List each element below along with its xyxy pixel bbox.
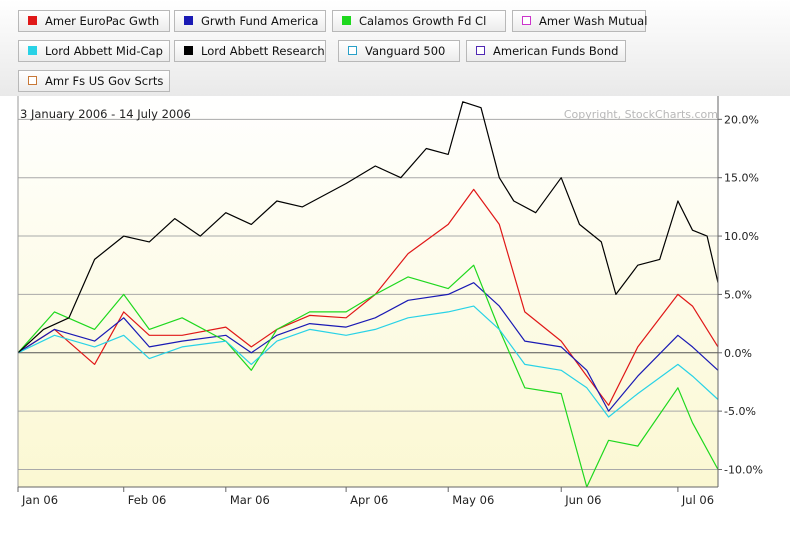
legend-swatch bbox=[28, 46, 37, 55]
legend-label: Amr Fs US Gov Scrts bbox=[45, 74, 164, 88]
y-tick-label: 15.0% bbox=[724, 172, 759, 185]
copyright: Copyright, StockCharts.com bbox=[564, 108, 718, 121]
legend-item[interactable]: Vanguard 500 bbox=[338, 40, 460, 62]
series-line-lord-abbett-research bbox=[17, 101, 719, 354]
x-tick-label: Mar 06 bbox=[230, 493, 270, 507]
legend-item[interactable]: Amer EuroPac Gwth bbox=[18, 10, 170, 32]
legend-label: Lord Abbett Research bbox=[201, 44, 325, 58]
legend-swatch bbox=[28, 76, 37, 85]
x-tick-label: Jul 06 bbox=[681, 493, 714, 507]
legend-label: Amer EuroPac Gwth bbox=[45, 14, 160, 28]
x-tick-label: Feb 06 bbox=[128, 493, 167, 507]
x-axis: Jan 06 Feb 06 Mar 06 Apr 06 May 06 Jun 06 Jul … bbox=[17, 487, 714, 507]
legend-swatch bbox=[476, 46, 485, 55]
x-tick-label: Jun 06 bbox=[564, 493, 601, 507]
series-line-amer-europac-gwth bbox=[17, 188, 719, 406]
series-line-lord-abbett-mid-cap bbox=[17, 305, 719, 418]
legend-swatch bbox=[184, 16, 193, 25]
legend-item[interactable]: Amr Fs US Gov Scrts bbox=[18, 70, 170, 92]
grid bbox=[18, 118, 718, 470]
legend-swatch bbox=[348, 46, 357, 55]
y-tick-label: 10.0% bbox=[724, 230, 759, 243]
x-tick-label: Apr 06 bbox=[350, 493, 388, 507]
legend-item[interactable]: Lord Abbett Mid-Cap bbox=[18, 40, 170, 62]
legend-item[interactable]: Amer Wash Mutual bbox=[512, 10, 648, 32]
x-tick-label: May 06 bbox=[452, 493, 494, 507]
date-range: 3 January 2006 - 14 July 2006 bbox=[20, 107, 191, 121]
legend-item[interactable]: American Funds Bond bbox=[466, 40, 626, 62]
legend-item[interactable]: Grwth Fund America bbox=[174, 10, 326, 32]
legend-label: Calamos Growth Fd Cl bbox=[359, 14, 487, 28]
legend: Amer EuroPac Gwth Grwth Fund America Calam… bbox=[0, 0, 790, 96]
legend-label: Amer Wash Mutual bbox=[539, 14, 648, 28]
legend-label: Vanguard 500 bbox=[365, 44, 446, 58]
y-axis: 20.0% 15.0% 10.0% 5.0% 0.0% -5.0% -10.0% bbox=[718, 113, 763, 476]
plot-background bbox=[18, 96, 718, 487]
y-tick-label: 20.0% bbox=[724, 113, 759, 126]
y-tick-label: -10.0% bbox=[724, 463, 763, 476]
chart-area: 20.0% 15.0% 10.0% 5.0% 0.0% -5.0% -10.0% Jan 0… bbox=[17, 96, 763, 507]
legend-item[interactable]: Lord Abbett Research bbox=[174, 40, 326, 62]
y-tick-label: 0.0% bbox=[724, 347, 752, 360]
legend-swatch bbox=[28, 16, 37, 25]
legend-swatch bbox=[522, 16, 531, 25]
y-tick-label: -5.0% bbox=[724, 405, 756, 418]
y-tick-label: 5.0% bbox=[724, 288, 752, 301]
legend-swatch bbox=[184, 46, 193, 55]
legend-item[interactable]: Calamos Growth Fd Cl bbox=[332, 10, 506, 32]
series-lines bbox=[17, 101, 719, 488]
series-line-calamos-growth-fd-cl bbox=[17, 264, 719, 488]
legend-label: Lord Abbett Mid-Cap bbox=[45, 44, 163, 58]
series-line-grwth-fund-america bbox=[17, 282, 719, 412]
legend-label: American Funds Bond bbox=[493, 44, 619, 58]
legend-label: Grwth Fund America bbox=[201, 14, 319, 28]
x-tick-label: Jan 06 bbox=[21, 493, 58, 507]
legend-swatch bbox=[342, 16, 351, 25]
